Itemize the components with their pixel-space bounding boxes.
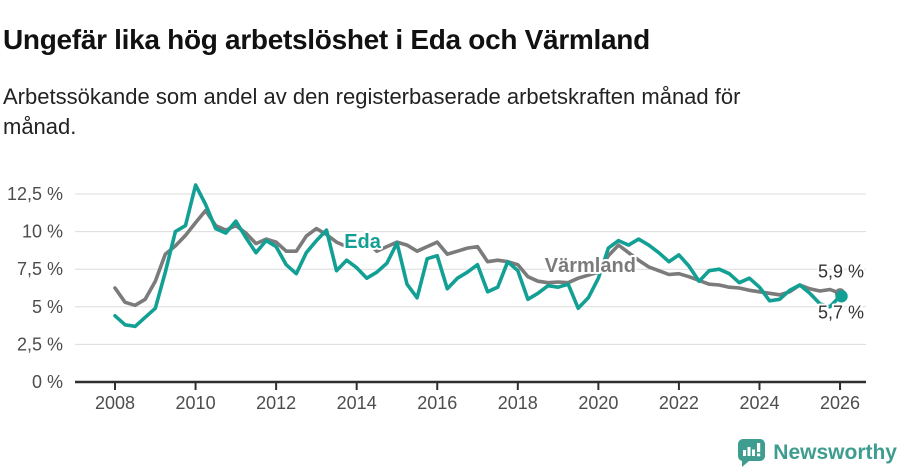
x-tick-label: 2020	[578, 393, 618, 413]
y-tick-label: 2,5 %	[17, 334, 63, 354]
y-tick-label: 5 %	[32, 297, 63, 317]
page-title: Ungefär lika hög arbetslöshet i Eda och …	[3, 23, 650, 55]
y-tick-label: 7,5 %	[17, 259, 63, 279]
x-tick-label: 2026	[820, 393, 860, 413]
newsworthy-logo-icon	[738, 439, 766, 467]
eda-line	[113, 183, 842, 329]
x-tick-label: 2008	[95, 393, 135, 413]
brand-name: Newsworthy	[773, 441, 897, 464]
y-tick-label: 12,5 %	[7, 184, 63, 204]
y-tick-label: 0 %	[32, 372, 63, 392]
x-tick-label: 2018	[498, 393, 538, 413]
eda-end-value-label: 5,7 %	[818, 302, 864, 322]
eda-end-dot	[835, 290, 848, 303]
x-tick-label: 2022	[659, 393, 699, 413]
x-tick-label: 2010	[176, 393, 216, 413]
varmland-end-value-label: 5,9 %	[818, 261, 864, 281]
chart-subtitle: Arbetssökande som andel av den registerb…	[3, 84, 741, 139]
x-tick-label: 2014	[337, 393, 377, 413]
x-tick-label: 2016	[417, 393, 457, 413]
varmland-line	[113, 208, 842, 308]
series-label-varmland: Värmland	[545, 255, 636, 277]
series-label-eda: Eda	[344, 231, 382, 253]
y-tick-label: 10 %	[22, 222, 63, 242]
newsworthy-branding: Newsworthy	[738, 439, 897, 467]
x-tick-label: 2024	[739, 393, 779, 413]
x-tick-label: 2012	[256, 393, 296, 413]
